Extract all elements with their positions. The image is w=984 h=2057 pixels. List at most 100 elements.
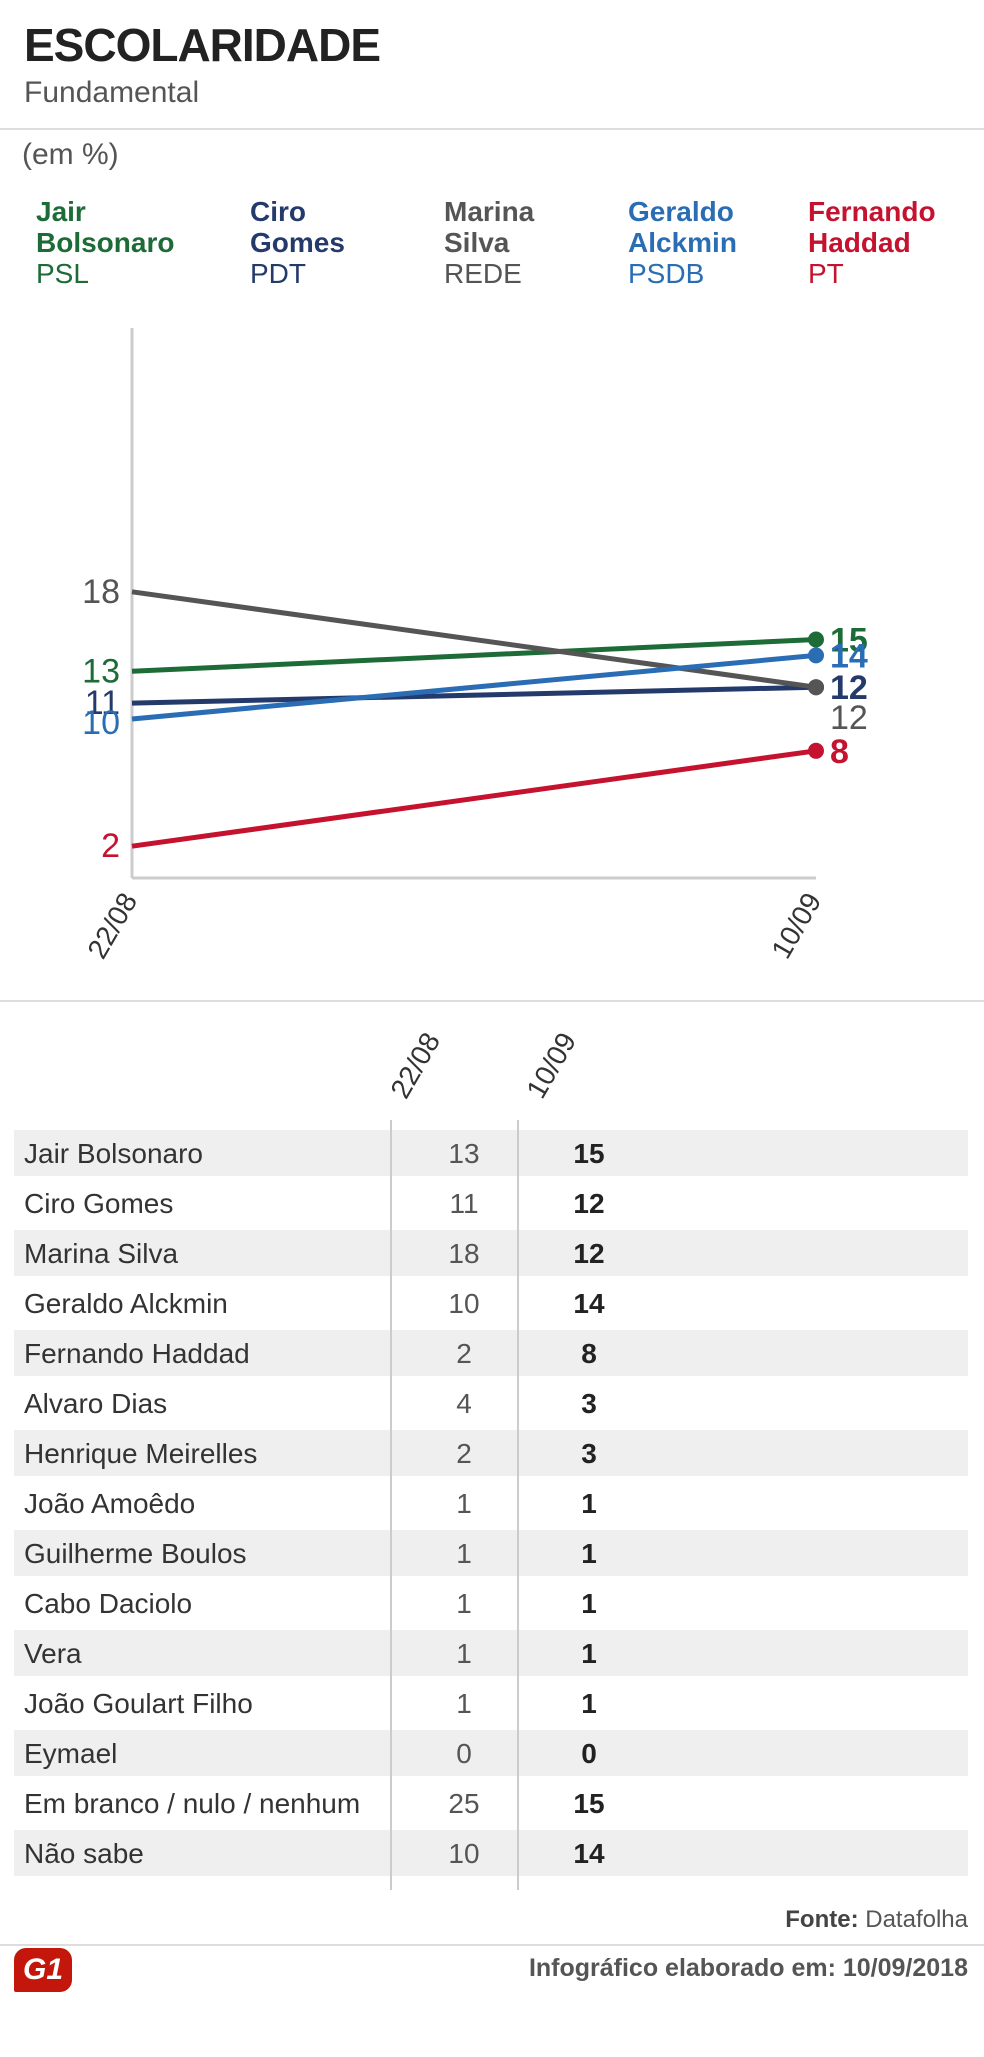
x-tick-label: 10/09	[765, 888, 827, 964]
legend-candidate-name: Geraldo	[628, 196, 734, 227]
row-value-1009: 15	[573, 1138, 605, 1169]
table-row: Guilherme Boulos 1 1	[14, 1530, 968, 1576]
row-name: Marina Silva	[24, 1238, 179, 1269]
table-row: Geraldo Alckmin 10 14	[14, 1280, 968, 1326]
row-value-1009: 14	[573, 1838, 605, 1869]
table-row: Alvaro Dias 4 3	[14, 1380, 968, 1426]
table-row: Vera 1 1	[14, 1630, 968, 1676]
source-label: Fonte:	[785, 1906, 859, 1933]
header-divider	[0, 128, 984, 130]
data-label-end: 8	[830, 733, 849, 771]
table-row: Fernando Haddad 2 8	[14, 1330, 968, 1376]
row-value-2208: 1	[456, 1638, 472, 1669]
legend-item: Marina Silva REDE	[444, 196, 629, 289]
row-name: Fernando Haddad	[24, 1338, 250, 1369]
data-label-end: 14	[830, 637, 868, 675]
legend-candidate-name: Marina	[444, 196, 535, 227]
table-row: Marina Silva 18 12	[14, 1230, 968, 1276]
row-name: Vera	[24, 1638, 82, 1669]
legend-candidate-name: Fernando	[808, 196, 936, 227]
data-label-start: 11	[85, 684, 120, 722]
row-value-2208: 1	[456, 1588, 472, 1619]
row-value-1009: 3	[581, 1388, 597, 1419]
row-value-2208: 13	[448, 1138, 480, 1169]
data-point	[808, 679, 824, 696]
legend-party: PSDB	[628, 258, 705, 289]
row-value-1009: 15	[573, 1788, 605, 1819]
legend-candidate-name: Haddad	[808, 227, 911, 258]
data-label-end: 12	[830, 669, 868, 707]
row-value-2208: 1	[456, 1488, 472, 1519]
row-value-1009: 1	[581, 1588, 597, 1619]
legend-candidate-name: Silva	[444, 227, 510, 258]
series-line	[131, 652, 817, 722]
table-column-line	[517, 1120, 519, 1890]
row-value-1009: 1	[581, 1488, 597, 1519]
chart-divider	[0, 1000, 984, 1002]
row-name: Eymael	[24, 1738, 118, 1769]
unit-label: (em %)	[22, 138, 119, 171]
series-line	[131, 748, 817, 849]
page-subtitle: Fundamental	[24, 76, 200, 109]
legend-party: PSL	[36, 258, 89, 289]
row-value-2208: 18	[448, 1238, 480, 1269]
row-value-2208: 11	[449, 1188, 479, 1219]
row-name: Guilherme Boulos	[24, 1538, 247, 1569]
legend-candidate-name: Gomes	[250, 227, 345, 258]
row-name: Cabo Daciolo	[24, 1588, 193, 1619]
row-name: Henrique Meirelles	[24, 1438, 258, 1469]
source-value: Datafolha	[865, 1906, 968, 1933]
data-label-start: 13	[82, 652, 120, 690]
row-name: Ciro Gomes	[24, 1188, 174, 1219]
legend-item: Ciro Gomes PDT	[250, 196, 435, 289]
data-point	[808, 631, 824, 648]
infographic-date: Infográfico elaborado em: 10/09/2018	[528, 1954, 968, 1982]
page-title: ESCOLARIDADE	[24, 19, 381, 71]
legend-item: Fernando Haddad PT	[808, 196, 984, 289]
row-value-1009: 0	[581, 1738, 597, 1769]
row-name: João Amoêdo	[24, 1488, 196, 1519]
table-column-line	[390, 1120, 392, 1890]
row-value-1009: 1	[581, 1638, 597, 1669]
data-label-end: 12	[830, 699, 868, 737]
row-name: Geraldo Alckmin	[24, 1288, 228, 1319]
data-label-start: 18	[82, 573, 120, 611]
row-name: João Goulart Filho	[24, 1688, 253, 1719]
legend-candidate-name: Alckmin	[628, 227, 737, 258]
table-column-header: 22/08	[384, 1027, 447, 1104]
row-name: Em branco / nulo / nenhum	[24, 1788, 361, 1819]
legend-candidate-name: Jair	[36, 196, 86, 227]
legend-item: Jair Bolsonaro PSL	[36, 196, 221, 289]
table-row: Cabo Daciolo 1 1	[14, 1580, 968, 1626]
data-label-start: 10	[82, 704, 120, 742]
row-value-1009: 1	[581, 1538, 597, 1569]
legend-item: Geraldo Alckmin PSDB	[628, 196, 813, 289]
table-row: João Amoêdo 1 1	[14, 1480, 968, 1526]
footer-divider	[0, 1944, 984, 1946]
g1-logo: G1	[14, 1948, 72, 1992]
row-value-1009: 1	[581, 1688, 597, 1719]
row-value-1009: 3	[581, 1438, 597, 1469]
series-line	[131, 684, 817, 706]
row-value-1009: 12	[573, 1188, 605, 1219]
table-row: Não sabe 10 14	[14, 1830, 968, 1876]
row-value-1009: 8	[581, 1338, 597, 1369]
row-value-2208: 0	[456, 1738, 472, 1769]
row-value-2208: 4	[456, 1388, 472, 1419]
legend-candidate-name: Bolsonaro	[36, 227, 175, 258]
table-row: Eymael 0 0	[14, 1730, 968, 1776]
row-value-2208: 10	[448, 1288, 480, 1319]
data-point	[808, 742, 824, 759]
row-value-2208: 25	[448, 1788, 480, 1819]
series-line	[131, 589, 817, 690]
data-label-end: 15	[830, 622, 868, 660]
row-name: Alvaro Dias	[24, 1388, 168, 1419]
row-value-2208: 1	[456, 1688, 472, 1719]
row-name: Não sabe	[24, 1838, 144, 1869]
table-row: Henrique Meirelles 2 3	[14, 1430, 968, 1476]
row-name: Jair Bolsonaro	[24, 1138, 203, 1169]
table-row: Jair Bolsonaro 13 15	[14, 1130, 968, 1176]
legend-party: REDE	[444, 258, 522, 289]
row-value-2208: 10	[448, 1838, 480, 1869]
